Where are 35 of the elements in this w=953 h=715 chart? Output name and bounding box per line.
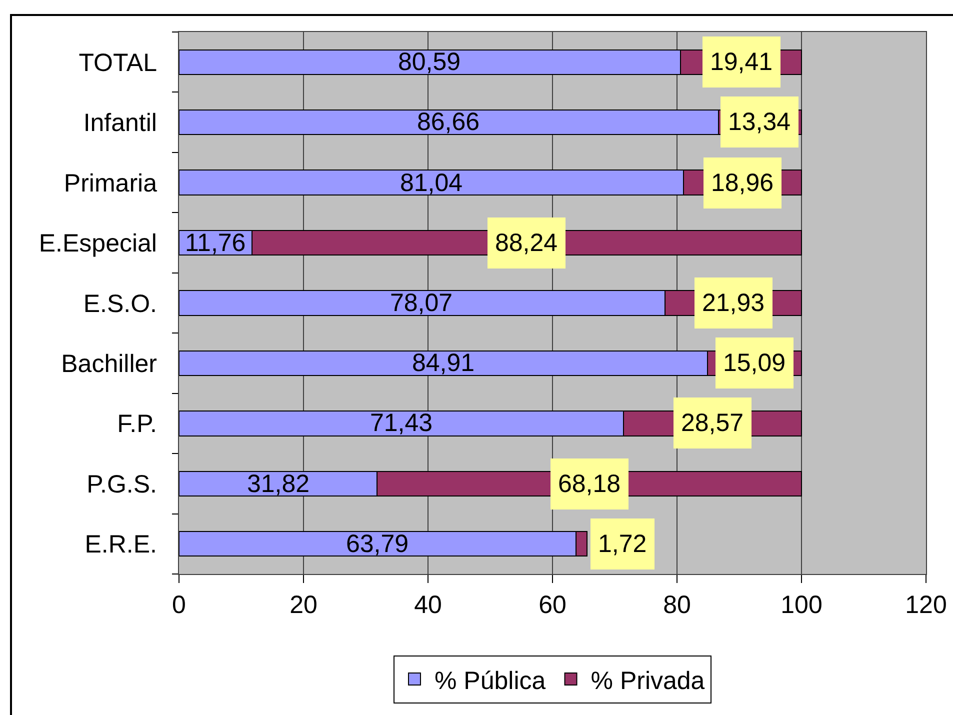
x-tick-label: 100 <box>780 591 822 619</box>
y-tick-label: P.G.S. <box>86 470 157 498</box>
data-label: 18,96 <box>711 169 774 197</box>
y-tick-label: E.Especial <box>38 230 157 258</box>
data-label: 31,82 <box>247 470 310 498</box>
data-label: 19,41 <box>710 48 773 76</box>
legend-label: % Privada <box>590 666 705 695</box>
data-label: 15,09 <box>723 349 786 377</box>
data-label: 21,93 <box>702 289 765 317</box>
x-tick-label: 40 <box>414 591 442 619</box>
data-label: 88,24 <box>495 229 558 257</box>
legend-label: % Pública <box>434 666 546 695</box>
x-tick-label: 80 <box>663 591 691 619</box>
y-tick-label: Primaria <box>64 169 158 198</box>
y-tick-label: E.R.E. <box>84 530 157 559</box>
y-tick-label: E.S.O. <box>83 290 157 318</box>
x-tick-label: 20 <box>290 591 318 619</box>
x-tick-label: 0 <box>172 591 186 619</box>
y-tick-label: F.P. <box>117 410 157 438</box>
data-label: 86,66 <box>417 108 480 136</box>
data-label: 63,79 <box>346 530 409 558</box>
data-label: 1,72 <box>598 530 647 558</box>
x-tick-label: 60 <box>538 591 566 619</box>
data-label: 11,76 <box>185 229 246 257</box>
y-tick-label: Bachiller <box>61 350 157 378</box>
data-label: 80,59 <box>398 48 461 76</box>
data-label: 71,43 <box>370 409 433 437</box>
data-label: 78,07 <box>390 289 453 317</box>
data-label: 84,91 <box>412 349 475 377</box>
data-label: 68,18 <box>558 470 621 498</box>
x-tick-label: 120 <box>905 591 947 619</box>
y-tick-label: TOTAL <box>78 48 158 77</box>
y-tick-label: Infantil <box>83 109 157 138</box>
data-label: 28,57 <box>681 409 744 437</box>
data-label: 81,04 <box>400 169 463 197</box>
